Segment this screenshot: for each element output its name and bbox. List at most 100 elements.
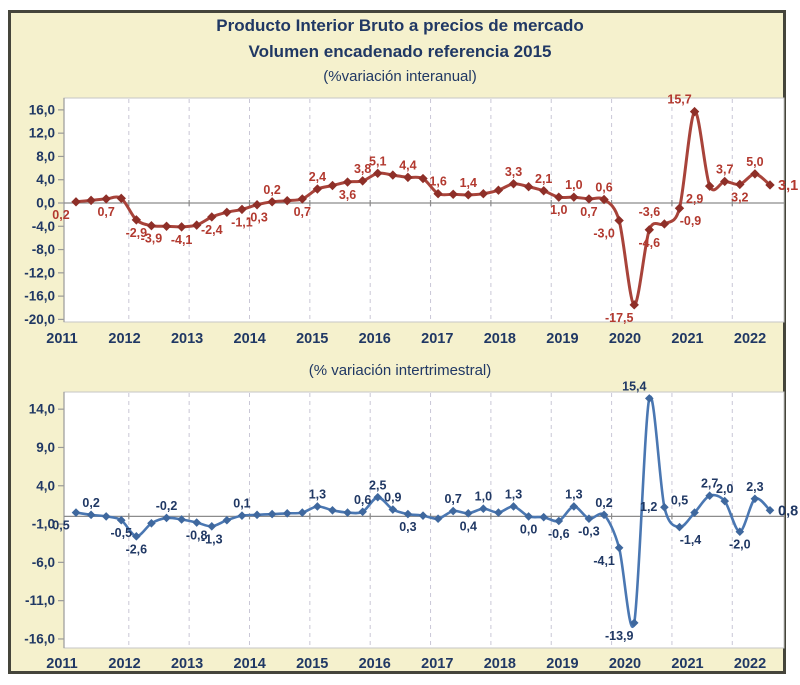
top-chart-data-point-marker: [614, 215, 624, 226]
bottom-chart-data-point-label: 2,7: [701, 477, 718, 491]
top-chart-data-point-label: -2,4: [201, 223, 223, 237]
top-chart-data-point-marker: [207, 212, 217, 222]
bottom-chart-data-point-marker: [690, 508, 699, 517]
top-chart-data-point-label: 3,6: [339, 188, 356, 202]
top-chart-data-point-marker: [538, 186, 549, 196]
bottom-chart-data-point-label: 0,2: [82, 496, 99, 510]
bottom-chart-year-label: 2018: [484, 656, 516, 672]
bottom-chart-data-point-marker: [629, 618, 639, 628]
bottom-chart-data-point-label: 2,0: [716, 482, 733, 496]
top-chart-data-point-label: 1,0: [565, 178, 582, 192]
top-chart-data-point-marker: [116, 193, 126, 204]
top-chart-data-point-marker: [508, 179, 519, 189]
top-chart-data-point-label: 3,1: [778, 178, 798, 194]
bottom-chart-data-point-marker: [539, 512, 549, 522]
bottom-chart-data-point-marker: [267, 509, 277, 519]
top-chart-y-tick-label: -20,0: [24, 312, 55, 327]
top-chart-data-point-marker: [644, 225, 655, 235]
bottom-chart-data-point-label: -2,0: [729, 538, 751, 552]
top-chart-data-point-marker: [222, 207, 232, 218]
bottom-chart-data-point-label: 15,4: [622, 379, 646, 393]
bottom-chart-year-label: 2020: [609, 656, 641, 672]
bottom-chart-data-point-marker: [554, 516, 564, 526]
top-chart-data-point-marker: [554, 192, 564, 202]
bottom-chart-data-point-label: -0,8: [186, 529, 208, 543]
top-chart-data-point-label: 3,2: [731, 190, 748, 204]
bottom-chart-data-point-label: 1,2: [640, 500, 657, 514]
top-chart-data-point-marker: [131, 215, 142, 225]
top-chart-data-point-marker: [418, 173, 428, 184]
top-chart-subtitle: (%variación interanual): [323, 68, 477, 85]
top-chart-y-tick-label: 0,0: [36, 196, 55, 211]
bottom-chart-data-point-label: -1,4: [680, 533, 702, 547]
top-chart-data-point-marker: [433, 188, 443, 199]
bottom-chart-year-label: 2021: [671, 656, 703, 672]
top-chart-data-point-marker: [659, 219, 670, 229]
top-chart-data-point-label: 1,4: [460, 176, 477, 190]
top-chart-data-point-label: 4,4: [399, 158, 416, 172]
bottom-chart-data-point-marker: [343, 508, 352, 517]
bottom-chart-year-label: 2022: [734, 656, 766, 672]
bottom-chart-year-label: 2016: [359, 656, 391, 672]
bottom-chart-data-point-label: 0,9: [384, 491, 401, 505]
top-chart-year-label: 2011: [46, 331, 77, 347]
bottom-chart-data-point-label: 0,5: [671, 494, 688, 508]
top-chart-year-label: 2012: [108, 331, 140, 347]
bottom-chart-data-point-label: 0,6: [354, 493, 371, 507]
top-chart-data-point-label: -0,9: [680, 214, 702, 228]
top-chart-year-label: 2014: [234, 331, 266, 347]
bottom-chart-data-point-label: -0,6: [548, 527, 570, 541]
top-chart-data-point-marker: [237, 204, 247, 215]
top-chart-data-point-marker: [267, 197, 277, 207]
top-chart-data-point-label: 0,2: [52, 208, 69, 222]
bottom-chart-data-point-label: 2,5: [369, 478, 386, 492]
top-chart-y-tick-label: 4,0: [36, 172, 55, 187]
bottom-chart-data-point-marker: [403, 509, 413, 519]
top-chart-year-label: 2020: [609, 331, 641, 347]
top-chart-y-tick-label: -4,0: [32, 219, 55, 234]
bottom-chart-data-point-marker: [644, 394, 654, 403]
top-chart-data-point-marker: [463, 190, 473, 200]
top-chart-data-point-marker: [674, 203, 685, 213]
bottom-chart-data-point-marker: [584, 514, 594, 524]
top-chart-data-point-marker: [373, 168, 383, 179]
bottom-chart-subtitle: (% variación intertrimestral): [308, 362, 492, 379]
bottom-chart-data-point-marker: [237, 511, 247, 520]
bottom-chart-data-point-marker: [373, 492, 383, 502]
bottom-chart-data-point-marker: [569, 502, 579, 511]
bottom-chart-data-point-label: 1,3: [505, 487, 522, 501]
bottom-chart-data-point-marker: [675, 522, 684, 532]
bottom-chart-y-tick-label: 14,0: [29, 402, 55, 417]
top-chart-data-point-label: 1,6: [429, 175, 446, 189]
bottom-chart-data-point-marker: [328, 505, 337, 515]
top-chart-data-point-marker: [569, 192, 579, 202]
top-chart-data-point-label: -0,3: [246, 211, 268, 225]
top-chart-y-tick-label: 8,0: [36, 149, 55, 164]
bottom-chart-data-point-marker: [282, 509, 292, 518]
bottom-chart-data-point-label: 0,0: [520, 522, 537, 536]
top-chart-data-point-marker: [403, 172, 413, 183]
bottom-chart-year-label: 2017: [421, 656, 453, 672]
bottom-chart-y-tick-label: -6,0: [32, 555, 55, 570]
bottom-chart-y-tick-label: 9,0: [36, 440, 55, 455]
bottom-chart-data-point-label: 0,3: [399, 520, 416, 534]
bottom-chart-data-point-marker: [132, 532, 141, 541]
top-chart-data-point-label: 0,7: [97, 205, 114, 219]
bottom-chart-y-tick-label: 4,0: [36, 478, 55, 493]
top-chart-data-point-marker: [735, 179, 745, 190]
bottom-chart-data-point-label: 2,3: [746, 480, 763, 494]
bottom-chart-data-point-marker: [705, 491, 714, 501]
top-chart-data-point-marker: [86, 195, 96, 206]
bottom-chart-data-point-label: 1,0: [475, 490, 492, 504]
bottom-chart-data-point-marker: [614, 543, 624, 553]
bottom-chart-data-point-label: 0,7: [444, 492, 461, 506]
bottom-chart-data-point-marker: [297, 508, 307, 517]
bottom-chart-data-point-label: -2,6: [126, 542, 148, 556]
top-chart-data-point-marker: [629, 300, 639, 310]
top-chart-data-point-label: -3,6: [639, 205, 661, 219]
bottom-chart-data-point-marker: [765, 505, 775, 515]
bottom-chart-data-point-label: 0,2: [595, 496, 612, 510]
bottom-chart-year-label: 2011: [46, 656, 77, 672]
top-chart-year-label: 2018: [484, 331, 516, 347]
